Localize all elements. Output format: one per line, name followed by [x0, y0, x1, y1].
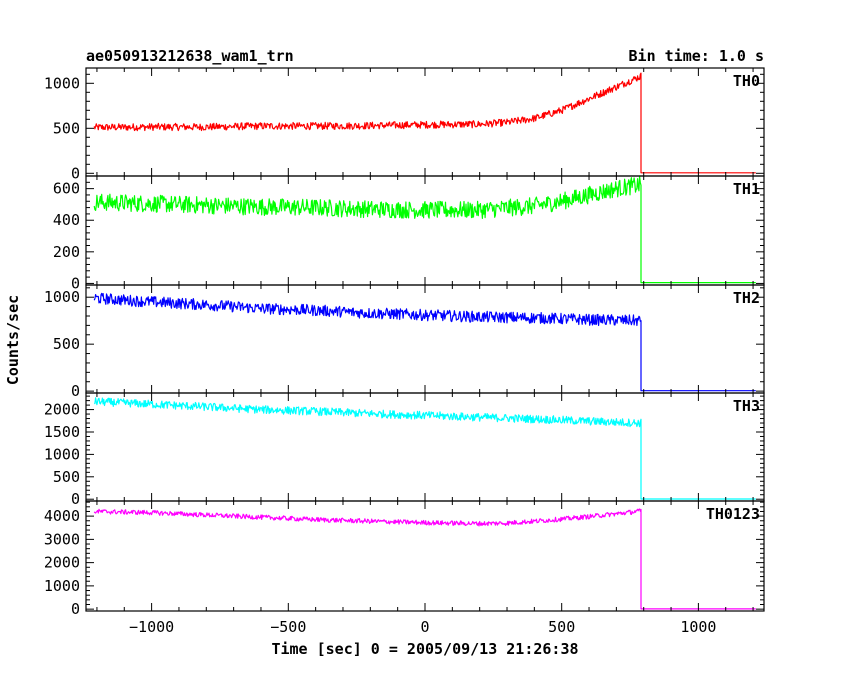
- series-line-th1: [93, 175, 756, 284]
- panel-frame-th2: [85, 284, 765, 394]
- series-line-th3: [94, 397, 756, 500]
- y-tick-label: 0: [71, 490, 80, 508]
- x-tick-label: 0: [420, 618, 429, 636]
- y-tick-label: 1000: [44, 577, 80, 595]
- x-tick-label: 500: [548, 618, 575, 636]
- y-axis-label: Counts/sec: [4, 295, 22, 385]
- y-tick-label: 1000: [44, 445, 80, 463]
- bin-time-label: Bin time: 1.0 s: [629, 47, 764, 65]
- panel-label-th1: TH1: [733, 180, 760, 198]
- y-tick-label: 0: [71, 382, 80, 400]
- series-line-th2: [93, 292, 756, 392]
- x-tick-label: −500: [270, 618, 306, 636]
- y-tick-label: 500: [53, 335, 80, 353]
- chart-title: ae050913212638_wam1_trn: [86, 47, 294, 65]
- y-tick-label: 500: [53, 468, 80, 486]
- y-tick-label: 2000: [44, 554, 80, 572]
- panel-frame-th0: [85, 67, 765, 177]
- y-tick-label: 1000: [44, 74, 80, 92]
- panel-frame-th1: [85, 175, 765, 286]
- y-tick-label: 1500: [44, 423, 80, 441]
- panel-label-th3: TH3: [733, 397, 760, 415]
- x-tick-label: −1000: [129, 618, 174, 636]
- y-tick-label: 500: [53, 119, 80, 137]
- y-tick-label: 0: [71, 164, 80, 182]
- y-tick-label: 3000: [44, 530, 80, 548]
- panel-frame-th0123: [85, 500, 765, 612]
- y-tick-label: 400: [53, 211, 80, 229]
- x-axis-label: Time [sec] 0 = 2005/09/13 21:26:38: [271, 640, 578, 658]
- panel-label-th0: TH0: [733, 72, 760, 90]
- series-line-th0: [93, 72, 756, 174]
- panels-group: 0 500 1000 TH0 0 200 400 600 TH1 0 500 1000 TH2 0 500 1…: [44, 67, 765, 636]
- y-tick-label: 0: [71, 274, 80, 292]
- series-line-th0123: [93, 508, 756, 610]
- y-tick-label: 4000: [44, 507, 80, 525]
- x-tick-label: 1000: [680, 618, 716, 636]
- y-tick-label: 1000: [44, 288, 80, 306]
- panel-label-th0123: TH0123: [706, 505, 760, 523]
- panel-label-th2: TH2: [733, 289, 760, 307]
- y-tick-label: 2000: [44, 401, 80, 419]
- y-tick-label: 600: [53, 180, 80, 198]
- y-tick-label: 0: [71, 600, 80, 618]
- y-tick-label: 200: [53, 243, 80, 261]
